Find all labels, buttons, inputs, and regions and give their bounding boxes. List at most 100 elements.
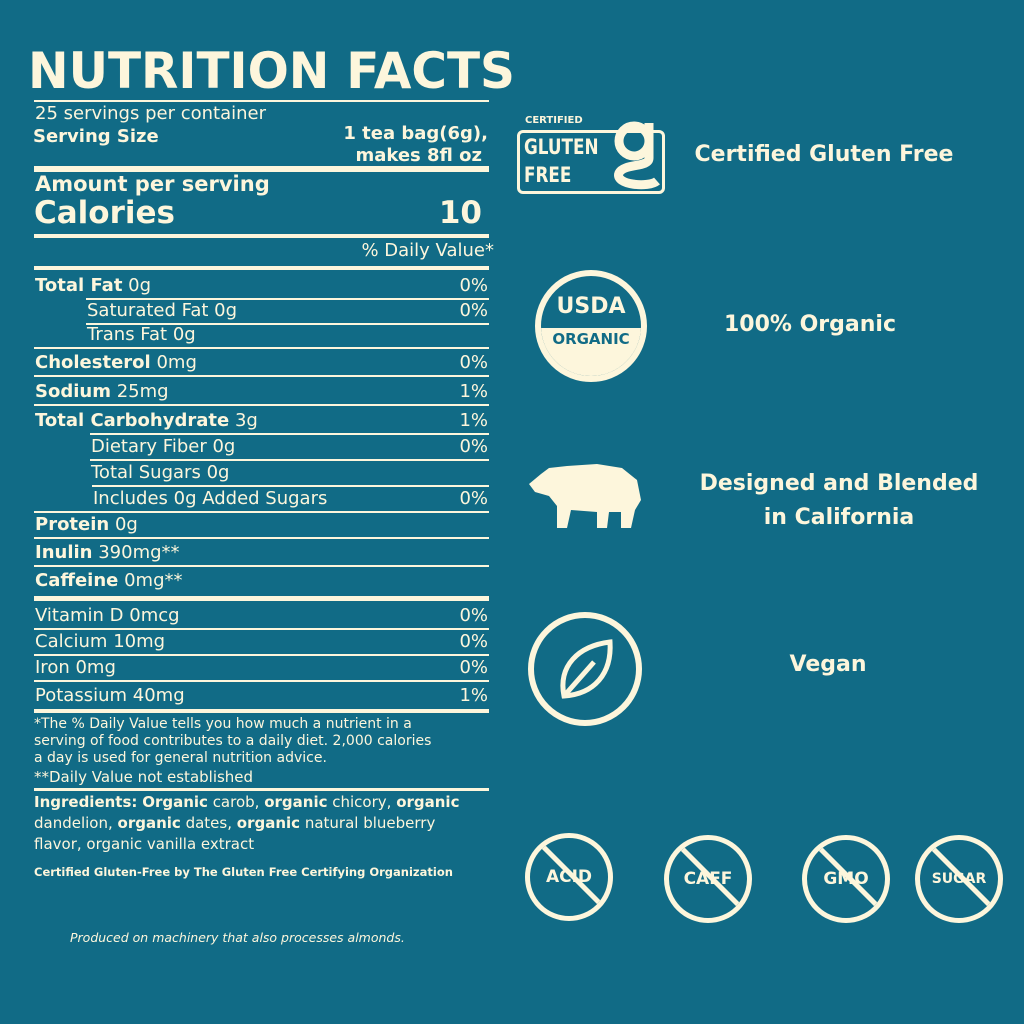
nutrient-name: Protein	[35, 513, 110, 535]
daily-value-header: % Daily Value*	[361, 240, 494, 261]
divider	[34, 404, 489, 406]
nutrient-label: Inulin 390mg**	[35, 542, 180, 563]
ingredient-text: organic	[236, 814, 301, 832]
nutrient-name: Iron	[35, 656, 70, 678]
nutrient-amount: 0mcg	[129, 604, 180, 626]
nutrient-amount: 25mg	[116, 380, 169, 402]
divider	[34, 537, 489, 539]
nutrient-dv: 0%	[459, 630, 488, 652]
nutrient-name: Total Sugars	[91, 461, 201, 483]
nutrient-amount: 0g	[214, 299, 238, 321]
divider	[34, 654, 489, 656]
nutrient-row: Saturated Fat 0g 0%	[35, 297, 488, 323]
nutrient-amount: 10mg	[113, 630, 166, 652]
nutrient-name: Total Fat	[35, 274, 123, 296]
nutrient-name: Inulin	[35, 541, 93, 563]
certification-note: Certified Gluten-Free by The Gluten Free…	[34, 865, 453, 879]
nutrient-amount: 3g	[234, 409, 258, 431]
servings-per-container: 25 servings per container	[35, 103, 266, 124]
nutrient-amount: 0mg	[75, 656, 116, 678]
nutrient-name: Cholesterol	[35, 351, 151, 373]
ingredient-text: Organic	[142, 793, 208, 811]
nutrient-amount: 0mg**	[124, 569, 183, 591]
no-sugar-icon: SUGAR	[915, 835, 1003, 923]
nutrient-name: Trans Fat	[87, 323, 168, 345]
amount-per-serving: Amount per serving	[35, 172, 270, 196]
divider	[34, 375, 489, 377]
serving-size-line-2: makes 8fl oz	[355, 145, 482, 166]
vegan-logo	[528, 612, 642, 726]
nutrient-dv: 0%	[459, 435, 488, 457]
nutrient-amount: 40mg	[132, 684, 185, 706]
g-icon	[614, 121, 660, 190]
organic-label: 100% Organic	[723, 312, 896, 337]
ingredients: Ingredients: Organic carob, organic chic…	[34, 792, 464, 855]
nutrient-label: Includes 0g Added Sugars	[35, 488, 327, 509]
california-line-1: Designed and Blended	[699, 471, 979, 496]
ingredient-text: organic	[264, 793, 328, 811]
divider	[34, 266, 489, 270]
nutrient-row: Caffeine 0mg**	[35, 567, 488, 593]
nutrient-row: Total Sugars 0g	[35, 459, 488, 485]
gluten-free-label: Certified Gluten Free	[694, 142, 954, 167]
nutrient-label: Total Sugars 0g	[35, 462, 229, 483]
divider	[34, 100, 489, 102]
nutrient-label: Trans Fat 0g	[35, 324, 196, 345]
serving-size-value: 1 tea bag(6g), makes 8fl oz	[343, 123, 488, 167]
no-caffeine-icon: CAFF	[664, 835, 752, 923]
ingredient-text: dates,	[180, 814, 237, 832]
divider	[90, 433, 489, 435]
nutrient-name: Caffeine	[35, 569, 119, 591]
calories-label: Calories	[34, 195, 175, 231]
serving-size-label: Serving Size	[33, 126, 159, 147]
calories-value: 10	[438, 195, 482, 231]
divider	[34, 347, 489, 349]
nutrient-dv: 0%	[459, 351, 488, 373]
nutrient-name: Total Carbohydrate	[35, 409, 230, 431]
bear-icon	[529, 464, 641, 528]
leaf-icon	[560, 639, 613, 699]
nutrient-name: Vitamin D	[35, 604, 124, 626]
california-line-2: in California	[763, 505, 915, 530]
nutrient-row: Trans Fat 0g	[35, 321, 488, 347]
nutrition-facts-title: NUTRITION FACTS	[28, 42, 516, 100]
nutrient-label: Sodium 25mg	[35, 381, 169, 402]
ingredient-text: natural blueberry flavor, organic vanill…	[34, 814, 436, 853]
nutrient-row: Cholesterol 0mg 0%	[35, 349, 488, 375]
logo-text: ORGANIC	[552, 330, 630, 348]
divider	[34, 628, 489, 630]
divider-thick	[34, 166, 489, 172]
nutrient-name: Saturated Fat	[87, 299, 209, 321]
nutrient-row: Protein 0g	[35, 511, 488, 537]
nutrient-row: Vitamin D 0mcg 0%	[35, 602, 488, 628]
nutrient-dv: 1%	[459, 409, 488, 431]
footnote-daily-value: *The % Daily Value tells you how much a …	[34, 716, 432, 766]
nutrient-row: Inulin 390mg**	[35, 539, 488, 565]
divider	[34, 234, 489, 238]
vegan-label: Vegan	[789, 652, 867, 677]
nutrient-row: Dietary Fiber 0g 0%	[35, 433, 488, 459]
nutrient-label: Calcium 10mg	[35, 631, 165, 652]
nutrient-row: Calcium 10mg 0%	[35, 628, 488, 654]
nutrient-row: Total Fat 0g 0%	[35, 272, 488, 298]
nutrient-row: Iron 0mg 0%	[35, 654, 488, 680]
nutrient-amount: 0g	[128, 274, 152, 296]
usda-organic-logo: USDA ORGANIC	[535, 270, 647, 382]
nutrient-label: Dietary Fiber 0g	[35, 436, 235, 457]
allergen-note: Produced on machinery that also processe…	[70, 930, 405, 945]
nutrient-name: Calcium	[35, 630, 108, 652]
divider	[92, 485, 489, 487]
nutrient-amount: 0g	[172, 323, 196, 345]
nutrient-name: Sodium	[35, 380, 111, 402]
divider	[34, 511, 489, 513]
nutrient-dv: 0%	[459, 656, 488, 678]
nutrient-label: Total Carbohydrate 3g	[35, 410, 258, 431]
divider	[90, 459, 489, 461]
nutrient-dv: 0%	[459, 487, 488, 509]
nutrient-dv: 0%	[459, 274, 488, 296]
nutrient-label: Iron 0mg	[35, 657, 116, 678]
nutrient-dv: 0%	[459, 299, 488, 321]
ingredient-text: carob,	[207, 793, 265, 811]
divider	[34, 680, 489, 682]
nutrient-amount: 0g	[212, 435, 236, 457]
